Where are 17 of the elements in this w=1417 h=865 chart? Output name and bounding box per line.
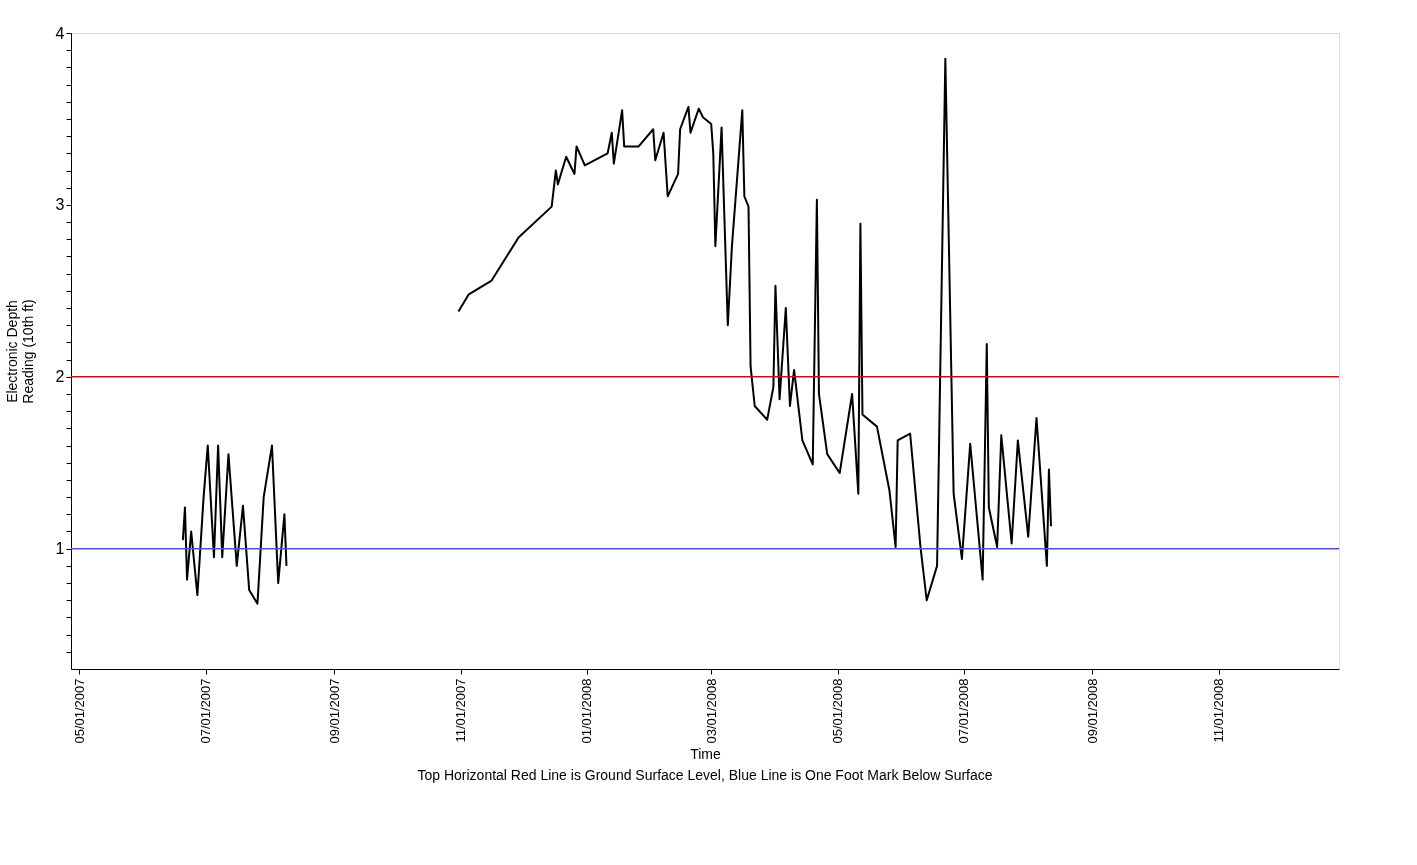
x-tick-label: 01/01/2008 xyxy=(579,678,595,744)
text: Top Horizontal Red Line is Ground Surface Level, Blue Line is One Foot Mark Below Surface xyxy=(417,767,993,784)
x-tick-label: 07/01/2008 xyxy=(956,678,972,744)
x-axis-title: Time xyxy=(690,745,722,762)
y-tick-label: 2 xyxy=(55,368,65,386)
x-tick-label: 05/01/2007 xyxy=(71,678,87,744)
x-tick-label: 09/01/2007 xyxy=(326,678,342,744)
y-axis-title: Electronic Depth Reading (10th ft) xyxy=(3,299,36,404)
y-tick-label: 4 xyxy=(55,24,65,42)
y-tick-label: 3 xyxy=(55,196,65,214)
x-tick-label: 09/01/2008 xyxy=(1084,678,1100,744)
y-tick-label: 1 xyxy=(55,540,65,558)
x-tick-label: 11/01/2007 xyxy=(453,678,469,743)
x-tick-label: 03/01/2008 xyxy=(703,678,719,744)
x-tick-label: 07/01/2007 xyxy=(198,678,214,744)
x-tick-label: 05/01/2008 xyxy=(830,678,846,744)
x-tick-label: 11/01/2008 xyxy=(1211,678,1227,743)
